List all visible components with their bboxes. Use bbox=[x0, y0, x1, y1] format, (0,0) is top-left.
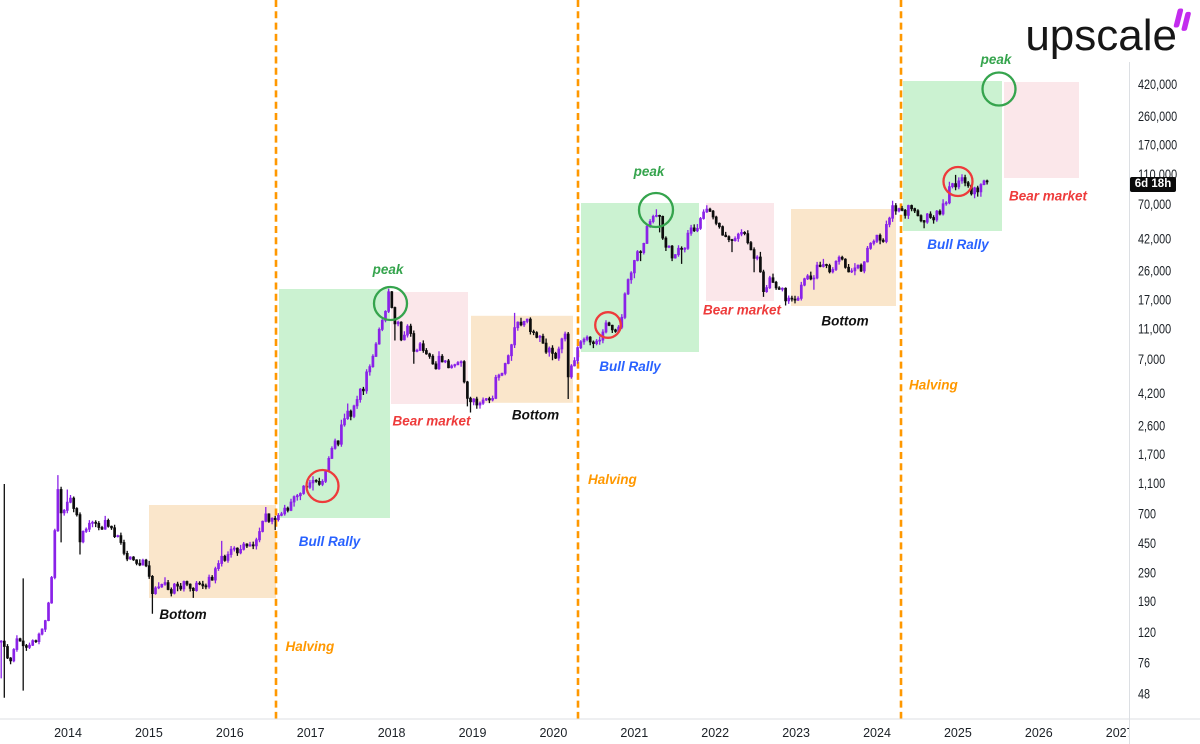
svg-text:2017: 2017 bbox=[297, 726, 325, 740]
svg-text:Halving: Halving bbox=[909, 378, 959, 393]
svg-text:190: 190 bbox=[1138, 593, 1156, 609]
svg-text:2023: 2023 bbox=[782, 726, 810, 740]
svg-text:Bull Rally: Bull Rally bbox=[927, 237, 990, 252]
svg-text:Bottom: Bottom bbox=[821, 314, 868, 329]
svg-text:peak: peak bbox=[372, 262, 405, 277]
svg-text:Bull Rally: Bull Rally bbox=[599, 359, 662, 374]
svg-text:4,200: 4,200 bbox=[1138, 385, 1165, 401]
svg-text:1,700: 1,700 bbox=[1138, 446, 1165, 462]
svg-text:2026: 2026 bbox=[1025, 726, 1053, 740]
svg-text:170,000: 170,000 bbox=[1138, 137, 1177, 153]
svg-text:Halving: Halving bbox=[588, 472, 638, 487]
svg-text:Halving: Halving bbox=[286, 639, 336, 654]
svg-text:260,000: 260,000 bbox=[1138, 108, 1177, 124]
svg-text:700: 700 bbox=[1138, 505, 1156, 521]
svg-text:2022: 2022 bbox=[701, 726, 729, 740]
svg-text:120: 120 bbox=[1138, 624, 1156, 640]
svg-text:2020: 2020 bbox=[539, 726, 567, 740]
svg-text:Bear market: Bear market bbox=[703, 303, 782, 318]
svg-text:1,100: 1,100 bbox=[1138, 475, 1165, 491]
svg-text:2025: 2025 bbox=[944, 726, 972, 740]
svg-text:peak: peak bbox=[633, 164, 666, 179]
svg-text:7,000: 7,000 bbox=[1138, 351, 1165, 367]
svg-text:2018: 2018 bbox=[378, 726, 406, 740]
svg-text:2019: 2019 bbox=[459, 726, 487, 740]
svg-text:2,600: 2,600 bbox=[1138, 417, 1165, 433]
svg-text:2021: 2021 bbox=[620, 726, 648, 740]
svg-text:76: 76 bbox=[1138, 655, 1150, 671]
svg-text:420,000: 420,000 bbox=[1138, 76, 1177, 92]
svg-text:peak: peak bbox=[980, 52, 1013, 67]
svg-text:70,000: 70,000 bbox=[1138, 196, 1171, 212]
svg-text:26,000: 26,000 bbox=[1138, 263, 1171, 279]
svg-text:48: 48 bbox=[1138, 685, 1150, 701]
svg-text:42,000: 42,000 bbox=[1138, 231, 1171, 247]
svg-text:450: 450 bbox=[1138, 535, 1156, 551]
svg-text:2027: 2027 bbox=[1106, 726, 1134, 740]
svg-text:2015: 2015 bbox=[135, 726, 163, 740]
svg-text:2016: 2016 bbox=[216, 726, 244, 740]
svg-text:2024: 2024 bbox=[863, 726, 891, 740]
svg-text:Bear market: Bear market bbox=[392, 414, 471, 429]
svg-text:Bottom: Bottom bbox=[512, 408, 559, 423]
svg-text:Bottom: Bottom bbox=[159, 607, 206, 622]
svg-text:11,000: 11,000 bbox=[1138, 321, 1171, 337]
svg-text:290: 290 bbox=[1138, 565, 1156, 581]
svg-text:Bull Rally: Bull Rally bbox=[299, 534, 362, 549]
svg-text:Bear market: Bear market bbox=[1009, 189, 1088, 204]
svg-text:17,000: 17,000 bbox=[1138, 291, 1171, 307]
svg-text:2014: 2014 bbox=[54, 726, 82, 740]
